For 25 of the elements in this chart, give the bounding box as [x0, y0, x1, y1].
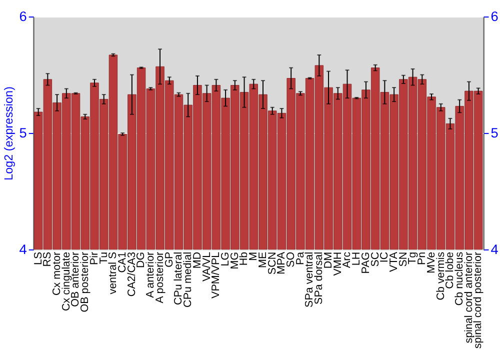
- x-tick-label: MPA: [276, 251, 288, 274]
- x-tick-label: Arc: [341, 251, 354, 268]
- x-tick-label: VMH: [332, 252, 344, 276]
- y-tick-label: 4: [19, 242, 28, 257]
- x-tick-label: Hb: [238, 252, 250, 266]
- y2-tick-label: 5: [490, 125, 499, 140]
- y2-tick-label: 6: [490, 8, 499, 24]
- x-tick-label: GP: [163, 252, 176, 268]
- x-tick-label: Cb lobe: [444, 252, 456, 289]
- x-tick-label: DG: [135, 252, 148, 268]
- x-tick-label: spinal cord posterior: [472, 251, 484, 349]
- x-tick-label: OB anterior: [70, 251, 82, 307]
- x-tick-label: Cx cingulate: [60, 252, 72, 312]
- x-tick-label: SC: [369, 252, 382, 267]
- x-tick-label: SCN: [266, 252, 278, 275]
- x-tick-label: CA2/CA3: [126, 252, 138, 297]
- y-tick-label: 5: [19, 125, 28, 140]
- y-tick-label: 6: [19, 8, 28, 24]
- y2-tick-label: 4: [490, 242, 499, 257]
- x-tick-label: Tg: [406, 252, 419, 264]
- y-axis-title: Log2 (expression): [2, 86, 16, 180]
- x-tick-label: SN: [397, 252, 410, 267]
- x-tick-label: LS: [32, 252, 44, 266]
- x-tick-label: ventral S: [107, 252, 120, 294]
- x-tick-label: Tu: [98, 252, 110, 264]
